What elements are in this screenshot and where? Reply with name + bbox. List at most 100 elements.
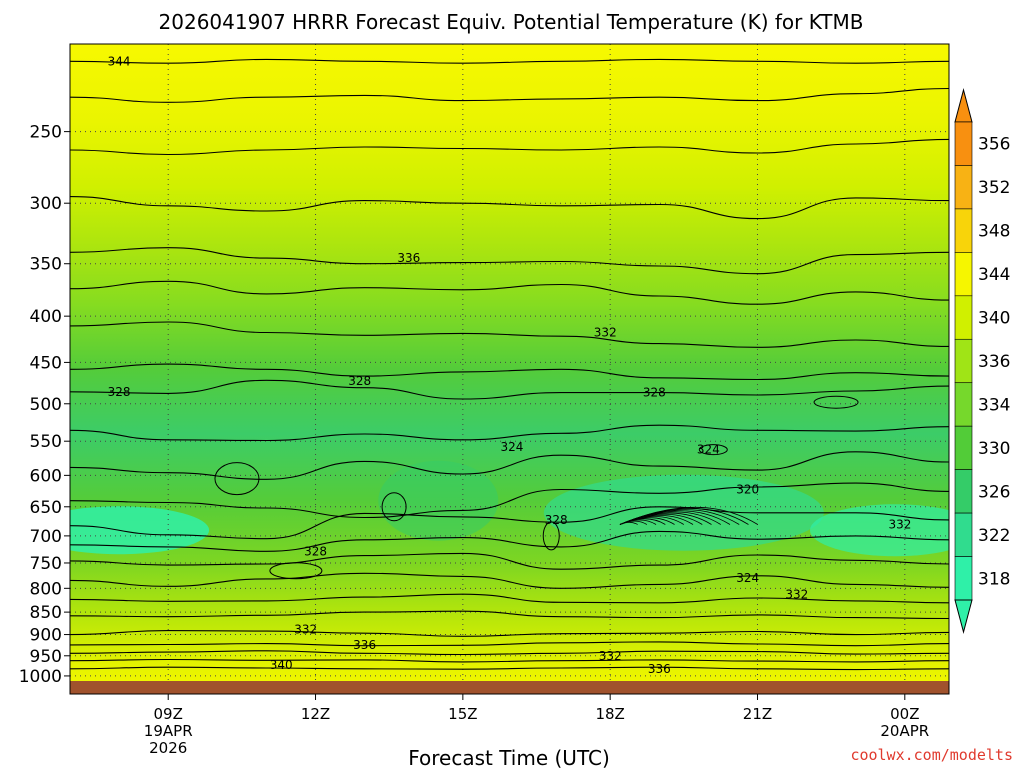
colorbar-tick-label: 356 [978,135,1010,155]
y-tick-label: 300 [30,194,62,214]
y-tick-label: 950 [30,647,62,667]
contour-label: 324 [697,443,720,457]
contour-label: 336 [648,662,671,676]
cool-patch [70,506,210,555]
isotherm-324 [70,552,949,570]
plot-frame [69,43,950,695]
colorbar-tick-label: 348 [978,222,1010,242]
contour-label: 328 [108,385,131,399]
contour-label: 328 [348,374,371,388]
cool-patch [543,474,824,551]
colorbar-tick-label: 330 [978,439,1010,459]
credit-text: coolwx.com/modelts [850,746,1013,764]
isotherm-cell [542,521,560,551]
y-tick-label: 850 [30,603,62,623]
isotherm-cell [381,492,407,522]
y-tick-label: 1000 [19,667,62,687]
contour-label: 332 [594,325,617,339]
y-tick-label: 450 [30,353,62,373]
contour-label: 340 [270,658,293,672]
isotherm-326 [70,424,949,442]
contour-label: 332 [294,622,317,636]
contour-label: 332 [599,649,622,663]
colorbar-segment [954,338,973,384]
colorbar-segment [954,556,973,601]
colorbar-tick-label: 334 [978,395,1010,415]
contour-label: 336 [397,251,420,265]
isotherm-340 [70,666,949,671]
isotherm-342 [70,87,949,103]
isotherm-340 [70,138,949,156]
contour-labels: 344 336 332 328 328 328 324 324 320 328 332 328 324 3… [108,54,912,676]
contour-label: 336 [353,638,376,652]
isotherm-322 [70,530,949,552]
isotherm-338 [70,196,949,220]
contour-label: 320 [736,482,759,496]
colorbar-tick-label: 326 [978,482,1010,502]
isotherm-332 [70,321,949,348]
isotherm-344 [70,58,949,64]
colorbar-tick-label: 336 [978,352,1010,372]
x-tick-label: 09Z [154,705,183,723]
colorbar-segment [954,512,973,557]
isotherm-cell [214,462,260,496]
y-tick-label: 250 [30,123,62,143]
isotherm-330 [70,610,949,620]
y-tick-label: 750 [30,554,62,574]
isotherm-336 [70,650,949,656]
contour-label: 324 [501,440,524,454]
x-tick-label: 21Z [743,705,772,723]
colorbar-segment [954,208,973,253]
colorbar-tick-label: 318 [978,569,1010,589]
y-tick-label: 500 [30,395,62,415]
contour-label: 328 [545,513,568,527]
colorbar-segment [954,382,973,427]
x-tick-sublabel: 19APR [144,722,193,740]
x-tick-sublabel: 20APR [880,722,929,740]
colorbar-extend-bottom [954,599,973,634]
colorbar-tick-label: 344 [978,265,1010,285]
y-tick-label: 600 [30,466,62,486]
colorbar-segment [954,425,973,470]
isotherm-328 [70,379,949,400]
colorbar: 356 352 348 344 340 336 334 330 326 322 318 [954,88,1010,634]
cool-patch [810,504,949,557]
cool-patch [378,460,499,541]
x-tick-label: 00Z [890,705,919,723]
y-tick-label: 400 [30,307,62,327]
y-tick-label: 550 [30,432,62,452]
y-axis-ticks: 250 300 350 400 450 500 550 600 650 700 750 800 850 9… [19,123,70,687]
colorbar-tick-label: 352 [978,178,1010,198]
y-tick-label: 700 [30,527,62,547]
chart-title: 2026041907 HRRR Forecast Equiv. Potentia… [159,10,864,34]
contour-label: 324 [736,571,759,585]
x-tick-label: 18Z [595,705,624,723]
contour-label: 332 [888,518,911,532]
isotherm-cell [813,395,859,409]
colorbar-tick-label: 322 [978,526,1010,546]
y-tick-label: 650 [30,498,62,518]
x-tick-label: 15Z [448,705,477,723]
x-tick-sublabel: 2026 [149,739,187,757]
isotherm-324 [70,451,949,480]
isotherm-338 [70,658,949,663]
isotherm-cell [698,444,728,456]
colorbar-segment [954,252,973,297]
y-tick-label: 800 [30,579,62,599]
colorbar-extend-top [954,88,973,123]
isotherm-334 [70,641,949,647]
isotherm-332 [70,630,949,637]
isotherm-328 [70,593,949,604]
colorbar-tick-label: 340 [978,309,1010,329]
cool-patches [70,460,949,557]
isotherm-lines [70,58,949,671]
x-axis-label: Forecast Time (UTC) [408,746,610,768]
colorbar-segment [954,121,973,166]
y-tick-label: 350 [30,255,62,275]
isotherm-336 [70,247,949,275]
isotherm-326 [70,572,949,589]
isotherm-322 [70,482,949,519]
isotherm-cell [269,562,323,580]
plot-area [70,44,949,694]
